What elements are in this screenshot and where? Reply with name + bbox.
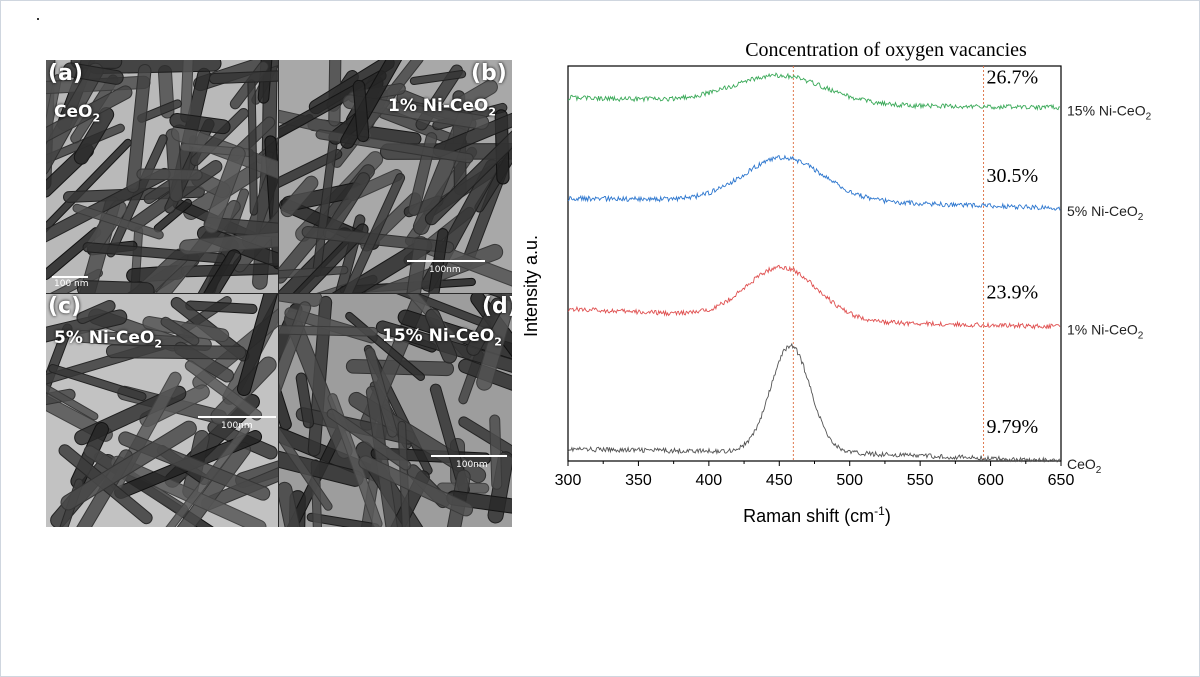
tem-panel-d: (d) 15% Ni-CeO2 100nm [279, 294, 512, 527]
x-tick-label: 650 [1048, 472, 1075, 489]
x-tick-label: 450 [766, 472, 793, 489]
scale-label-c: 100nm [221, 421, 253, 431]
y-axis-label: Intensity a.u. [521, 235, 541, 337]
x-tick-label: 500 [836, 472, 863, 489]
scale-bar-a [52, 276, 88, 278]
x-tick-label: 300 [555, 472, 582, 489]
tem-panel-c: (c) 5% Ni-CeO2 100nm [46, 294, 278, 527]
concentration-label-3: 26.7% [986, 66, 1038, 88]
tem-micrograph-a [46, 60, 278, 293]
x-axis-label: Raman shift (cm-1) [743, 504, 891, 526]
series-name-0: CeO2 [1067, 456, 1102, 476]
concentration-label-0: 9.79% [986, 416, 1038, 438]
series-line-3 [567, 72, 1061, 111]
series-line-2 [567, 154, 1061, 211]
tem-image-collage: (a) CeO2 100 nm (b) 1% Ni-CeO2 100nm (c)… [46, 60, 512, 527]
panel-label-a: (a) [48, 61, 83, 86]
scale-bar-c [198, 416, 276, 418]
scale-bar-d [431, 455, 507, 457]
scale-label-b: 100nm [429, 265, 461, 275]
panel-label-b: (b) [471, 61, 507, 86]
x-tick-label: 550 [907, 472, 934, 489]
x-tick-label: 400 [696, 472, 723, 489]
scale-label-d: 100nm [456, 460, 488, 470]
raman-chart: Concentration of oxygen vacancies 9.79% C… [521, 39, 1152, 526]
scale-bar-b [407, 260, 485, 262]
scale-label-a: 100 nm [54, 279, 89, 289]
panel-sample-b: 1% Ni-CeO2 [388, 96, 497, 119]
x-ticks: 300 350 400 450 500 550 600 650 [555, 461, 1075, 489]
plot-frame [567, 65, 1062, 462]
series-line-1 [567, 264, 1061, 331]
panel-label-c: (c) [48, 294, 82, 319]
panel-label-d: (d) [482, 294, 512, 319]
x-tick-label: 350 [625, 472, 652, 489]
series-group: 9.79% CeO2 23.9% 1% Ni-CeO2 30.5% 5% Ni-CeO2 2… [567, 66, 1152, 476]
series-name-1: 1% Ni-CeO2 [1067, 322, 1144, 342]
chart-title: Concentration of oxygen vacancies [745, 39, 1027, 61]
slide-dot [37, 18, 39, 20]
tem-micrograph-c [46, 294, 278, 527]
reference-lines [792, 66, 985, 461]
tem-panel-a: (a) CeO2 100 nm [46, 60, 278, 293]
concentration-label-2: 30.5% [986, 165, 1038, 187]
concentration-label-1: 23.9% [986, 282, 1038, 304]
series-name-3: 15% Ni-CeO2 [1067, 102, 1152, 122]
series-line-0 [567, 342, 1061, 463]
tem-panel-b: (b) 1% Ni-CeO2 100nm [279, 60, 512, 293]
panel-sample-c: 5% Ni-CeO2 [54, 328, 163, 351]
x-tick-label: 600 [977, 472, 1004, 489]
tem-micrograph-d [279, 294, 512, 527]
series-name-2: 5% Ni-CeO2 [1067, 203, 1144, 223]
tem-micrograph-b [279, 60, 512, 293]
panel-sample-d: 15% Ni-CeO2 [382, 326, 502, 349]
panel-sample-a: CeO2 [54, 102, 101, 125]
